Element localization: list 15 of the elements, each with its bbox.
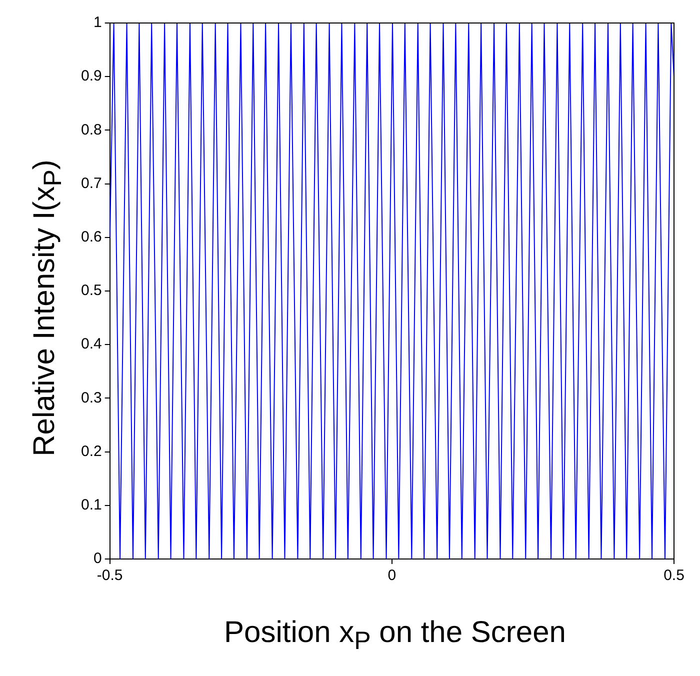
y-tick-label: 0.5 — [80, 282, 102, 300]
x-axis-title: Position x$_{P}$ on the Screen — [223, 616, 567, 656]
y-tick-label: 0.3 — [80, 389, 102, 406]
y-tick-label: 1 — [94, 14, 102, 32]
y-tick-label: 0.1 — [80, 496, 102, 514]
y-tick-label: 0.6 — [80, 228, 102, 246]
y-tick-label: 0.7 — [80, 174, 102, 192]
x-tick-label: -0.5 — [96, 567, 123, 584]
y-tick-label: 0.2 — [80, 442, 102, 460]
y-tick-label: 0.4 — [80, 336, 102, 353]
y-tick-label: 0 — [94, 550, 102, 568]
y-tick-label: 0.9 — [80, 68, 102, 85]
y-tick-label: 0.8 — [80, 121, 102, 138]
x-tick-label: 0.5 — [664, 567, 684, 584]
x-tick-label: 0 — [388, 567, 396, 584]
